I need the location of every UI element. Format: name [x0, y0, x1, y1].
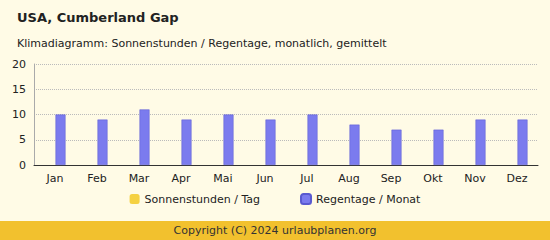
svg-text:20: 20	[12, 58, 26, 71]
svg-text:Jan: Jan	[46, 172, 64, 185]
svg-text:Sonnenstunden / Tag: Sonnenstunden / Tag	[145, 193, 260, 206]
svg-text:0: 0	[19, 159, 26, 172]
svg-text:Apr: Apr	[171, 172, 191, 185]
svg-text:Sep: Sep	[381, 172, 402, 185]
svg-text:USA, Cumberland Gap: USA, Cumberland Gap	[17, 10, 179, 25]
svg-text:Regentage / Monat: Regentage / Monat	[316, 193, 421, 206]
svg-text:Aug: Aug	[338, 172, 359, 185]
svg-text:15: 15	[12, 83, 26, 96]
svg-text:Dez: Dez	[506, 172, 527, 185]
svg-text:Jul: Jul	[299, 172, 313, 185]
svg-text:Okt: Okt	[423, 172, 443, 185]
svg-text:Jun: Jun	[255, 172, 273, 185]
svg-text:Klimadiagramm: Sonnenstunden /: Klimadiagramm: Sonnenstunden / Regentage…	[17, 37, 387, 50]
svg-text:Nov: Nov	[464, 172, 486, 185]
svg-text:Mar: Mar	[129, 172, 150, 185]
svg-text:5: 5	[19, 133, 26, 146]
svg-text:Feb: Feb	[87, 172, 106, 185]
svg-text:Mai: Mai	[213, 172, 232, 185]
svg-text:10: 10	[12, 108, 26, 121]
svg-text:Copyright (C) 2024 urlaubplane: Copyright (C) 2024 urlaubplanen.org	[174, 224, 377, 237]
